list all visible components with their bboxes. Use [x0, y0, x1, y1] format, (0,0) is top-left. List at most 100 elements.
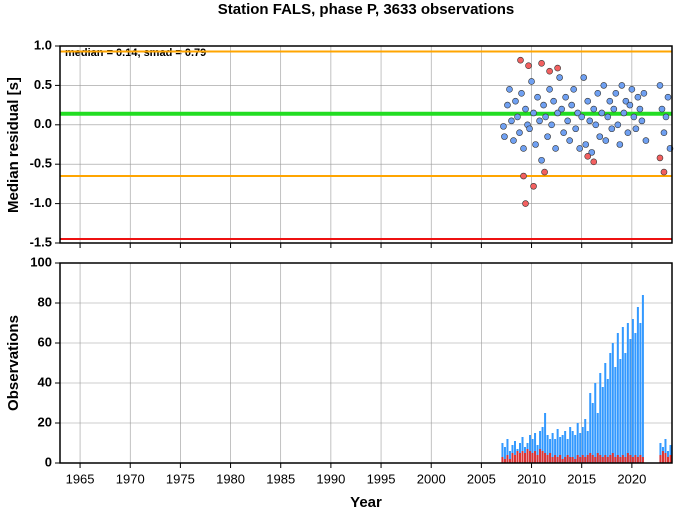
- bar: [503, 447, 506, 463]
- data-point: [540, 101, 547, 109]
- bar: [564, 431, 567, 463]
- bar: [584, 419, 587, 463]
- bar: [669, 455, 672, 463]
- bar: [564, 457, 567, 463]
- bar: [516, 451, 519, 463]
- y-tick-label: 100: [30, 254, 52, 269]
- data-point: [618, 82, 626, 89]
- x-tick-label: 2005: [467, 471, 496, 486]
- data-point: [522, 105, 529, 113]
- y-tick-label: -1.0: [30, 195, 52, 210]
- data-point: [586, 117, 594, 125]
- x-tick-label: 1980: [216, 471, 245, 486]
- y-axis-label: Median residual [s]: [5, 77, 22, 213]
- bar: [659, 455, 662, 463]
- bar: [629, 455, 632, 463]
- panel-frame: [59, 45, 673, 244]
- bar: [621, 327, 624, 463]
- data-point: [510, 137, 517, 144]
- data-point: [526, 125, 533, 133]
- bar: [561, 459, 564, 463]
- bar: [636, 457, 639, 463]
- data-point: [558, 105, 565, 113]
- bar: [536, 455, 539, 463]
- bar: [508, 451, 511, 463]
- bar: [666, 457, 669, 463]
- data-point: [552, 145, 559, 152]
- bar: [539, 449, 542, 463]
- bar: [611, 343, 614, 463]
- data-point: [630, 113, 638, 121]
- data-point: [602, 137, 610, 144]
- data-point: [564, 117, 571, 125]
- bar: [661, 451, 664, 463]
- chart-title: Station FALS, phase P, 3633 observations: [218, 1, 515, 18]
- data-point: [516, 129, 523, 136]
- bar: [581, 427, 584, 463]
- data-point: [642, 137, 650, 144]
- data-point: [500, 123, 507, 130]
- bar: [669, 445, 672, 463]
- bar: [579, 457, 582, 463]
- data-point: [592, 121, 600, 129]
- bar: [534, 451, 537, 463]
- data-point: [664, 93, 672, 101]
- bar: [584, 457, 587, 463]
- data-point: [660, 168, 668, 176]
- data-point: [528, 78, 535, 85]
- x-tick-label: 2020: [617, 471, 646, 486]
- data-point: [636, 105, 644, 113]
- bar: [569, 457, 572, 463]
- data-point: [562, 93, 569, 101]
- data-point: [656, 82, 664, 89]
- data-point: [600, 82, 608, 89]
- bar: [634, 455, 637, 463]
- data-point: [520, 145, 527, 152]
- data-point: [616, 141, 624, 148]
- data-point: [566, 137, 573, 144]
- data-point: [610, 105, 618, 113]
- bar: [604, 363, 607, 463]
- bar: [531, 439, 534, 463]
- bar: [506, 455, 509, 463]
- data-point: [572, 125, 579, 133]
- bar: [604, 455, 607, 463]
- bar: [513, 441, 516, 463]
- data-point: [628, 86, 636, 93]
- bar: [626, 323, 629, 463]
- bar: [664, 453, 667, 463]
- bar: [574, 435, 577, 463]
- bar: [576, 423, 579, 463]
- x-tick-label: 2015: [567, 471, 596, 486]
- bar: [599, 455, 602, 463]
- data-point: [620, 109, 628, 117]
- data-point: [522, 200, 529, 207]
- bar: [541, 427, 544, 463]
- x-axis-label: Year: [350, 494, 382, 511]
- bar: [529, 435, 532, 463]
- bar: [554, 455, 557, 463]
- data-point: [574, 109, 581, 117]
- data-point: [560, 129, 567, 136]
- bar: [574, 459, 577, 463]
- y-tick-label: 60: [38, 334, 52, 349]
- bar: [594, 457, 597, 463]
- data-point: [588, 149, 596, 156]
- x-tick-label: 1990: [316, 471, 345, 486]
- data-point: [596, 133, 604, 140]
- data-point: [656, 154, 664, 162]
- bar: [556, 429, 559, 463]
- y-tick-label: 20: [38, 414, 52, 429]
- bar: [554, 439, 557, 463]
- data-point: [568, 101, 575, 109]
- data-point: [626, 101, 634, 109]
- bar: [586, 455, 589, 463]
- data-point: [550, 97, 557, 105]
- bar: [606, 457, 609, 463]
- bar: [524, 453, 527, 463]
- bar: [556, 457, 559, 463]
- data-point: [638, 117, 646, 125]
- data-point: [658, 105, 666, 113]
- data-point: [624, 129, 632, 136]
- data-point: [622, 97, 630, 105]
